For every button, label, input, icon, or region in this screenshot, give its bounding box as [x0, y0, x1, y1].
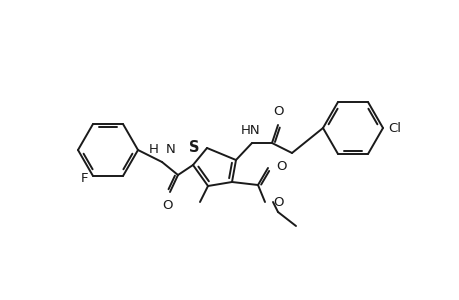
Text: Cl: Cl	[387, 122, 400, 134]
Text: N: N	[166, 143, 175, 156]
Text: H: H	[149, 143, 159, 156]
Text: O: O	[162, 199, 173, 212]
Text: HN: HN	[241, 124, 260, 137]
Text: O: O	[272, 196, 283, 208]
Text: O: O	[275, 160, 286, 172]
Text: F: F	[80, 172, 88, 185]
Text: O: O	[273, 105, 284, 118]
Text: S: S	[189, 140, 200, 154]
